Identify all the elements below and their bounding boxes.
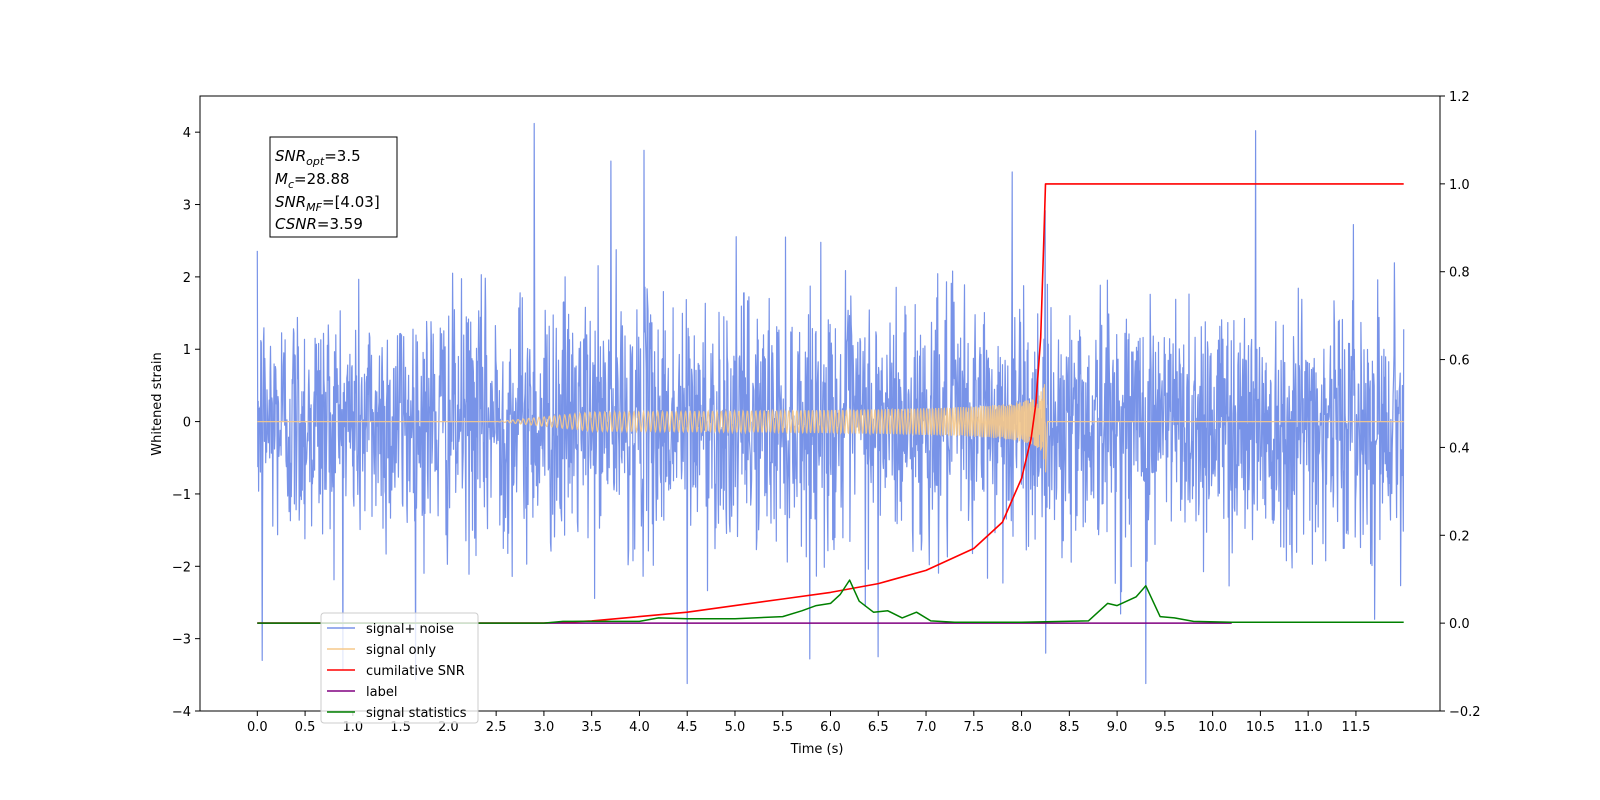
y-tick-label: −2 bbox=[172, 560, 191, 575]
x-tick-label: 2.5 bbox=[486, 720, 507, 735]
x-tick-label: 1.5 bbox=[390, 720, 411, 735]
x-tick-label: 6.0 bbox=[820, 720, 841, 735]
y-axis-right: 1.2 1.0 0.8 0.6 0.4 0.2 0.0 −0.2 bbox=[1440, 90, 1481, 720]
annotation-snr-mf: SNRMF=[4.03] bbox=[275, 193, 380, 214]
series-signal-statistics bbox=[257, 579, 1404, 624]
x-tick-label: 0.5 bbox=[295, 720, 316, 735]
y-tick-label: −4 bbox=[172, 705, 191, 720]
legend-label-signal-only: signal only bbox=[366, 643, 436, 658]
annotation-frame bbox=[269, 136, 398, 238]
y-tick-label: 2 bbox=[183, 271, 191, 286]
x-tick-label: 6.5 bbox=[868, 720, 889, 735]
y2-tick-label: 1.2 bbox=[1449, 90, 1470, 105]
y-tick-label: −3 bbox=[172, 633, 191, 648]
plot-frame bbox=[199, 95, 1441, 712]
series-signal-noise bbox=[256, 122, 1405, 685]
x-tick-label: 2.0 bbox=[438, 720, 459, 735]
legend-label-signal-noise: signal+ noise bbox=[366, 622, 454, 637]
legend-label-cumilative-snr: cumilative SNR bbox=[366, 664, 465, 679]
annotation-box: SNRopt=3.5 Mc=28.88 SNRMF=[4.03] CSNR=3.… bbox=[269, 136, 398, 238]
annotation-snr-opt: SNRopt=3.5 bbox=[275, 147, 361, 168]
annotation-csnr: CSNR=3.59 bbox=[275, 215, 363, 233]
legend-frame bbox=[320, 612, 479, 724]
y-axis-label: Whitened strain bbox=[150, 352, 165, 455]
y2-tick-label: 0.0 bbox=[1449, 617, 1470, 632]
y2-tick-label: 0.6 bbox=[1449, 354, 1470, 369]
y-axis-left: 4 3 2 1 0 −1 −2 −3 −4 bbox=[172, 126, 200, 720]
x-tick-label: 7.0 bbox=[916, 720, 937, 735]
x-tick-label: 10.0 bbox=[1198, 720, 1227, 735]
x-tick-label: 9.0 bbox=[1107, 720, 1128, 735]
x-tick-label: 3.0 bbox=[534, 720, 555, 735]
x-tick-label: 4.0 bbox=[629, 720, 650, 735]
x-tick-label: 11.5 bbox=[1341, 720, 1370, 735]
x-tick-label: 1.0 bbox=[343, 720, 364, 735]
x-axis-label: Time (s) bbox=[790, 742, 844, 757]
annotation-mc: Mc=28.88 bbox=[275, 170, 350, 191]
x-tick-label: 5.5 bbox=[772, 720, 793, 735]
x-tick-label: 8.5 bbox=[1059, 720, 1080, 735]
x-tick-label: 7.5 bbox=[963, 720, 984, 735]
y2-tick-label: 0.8 bbox=[1449, 266, 1470, 281]
x-axis: 0.0 0.5 1.0 1.5 2.0 2.5 3.0 3.5 4.0 4.5 5.0 5.5 6.0 6… bbox=[247, 711, 1370, 735]
series-signal-only bbox=[257, 384, 1404, 473]
legend-label-signal-statistics: signal statistics bbox=[366, 706, 467, 721]
y-tick-label: 0 bbox=[183, 416, 191, 431]
y2-tick-label: 1.0 bbox=[1449, 178, 1470, 193]
x-tick-label: 5.0 bbox=[725, 720, 746, 735]
y-tick-label: 4 bbox=[183, 126, 191, 141]
x-tick-label: 0.0 bbox=[247, 720, 268, 735]
y-tick-label: −1 bbox=[172, 488, 191, 503]
x-tick-label: 4.5 bbox=[677, 720, 698, 735]
x-tick-label: 8.0 bbox=[1011, 720, 1032, 735]
x-tick-label: 3.5 bbox=[581, 720, 602, 735]
x-tick-label: 11.0 bbox=[1294, 720, 1323, 735]
y2-tick-label: 0.4 bbox=[1449, 441, 1470, 456]
x-tick-label: 9.5 bbox=[1155, 720, 1176, 735]
legend-label-label: label bbox=[366, 685, 397, 700]
y-tick-label: 1 bbox=[183, 343, 191, 358]
y-tick-label: 3 bbox=[183, 199, 191, 214]
legend: signal+ noise signal only cumilative SNR la… bbox=[320, 612, 479, 724]
x-tick-label: 10.5 bbox=[1246, 720, 1275, 735]
y2-tick-label: 0.2 bbox=[1449, 529, 1470, 544]
series-cumilative-snr bbox=[257, 183, 1404, 624]
y2-tick-label: −0.2 bbox=[1449, 705, 1481, 720]
